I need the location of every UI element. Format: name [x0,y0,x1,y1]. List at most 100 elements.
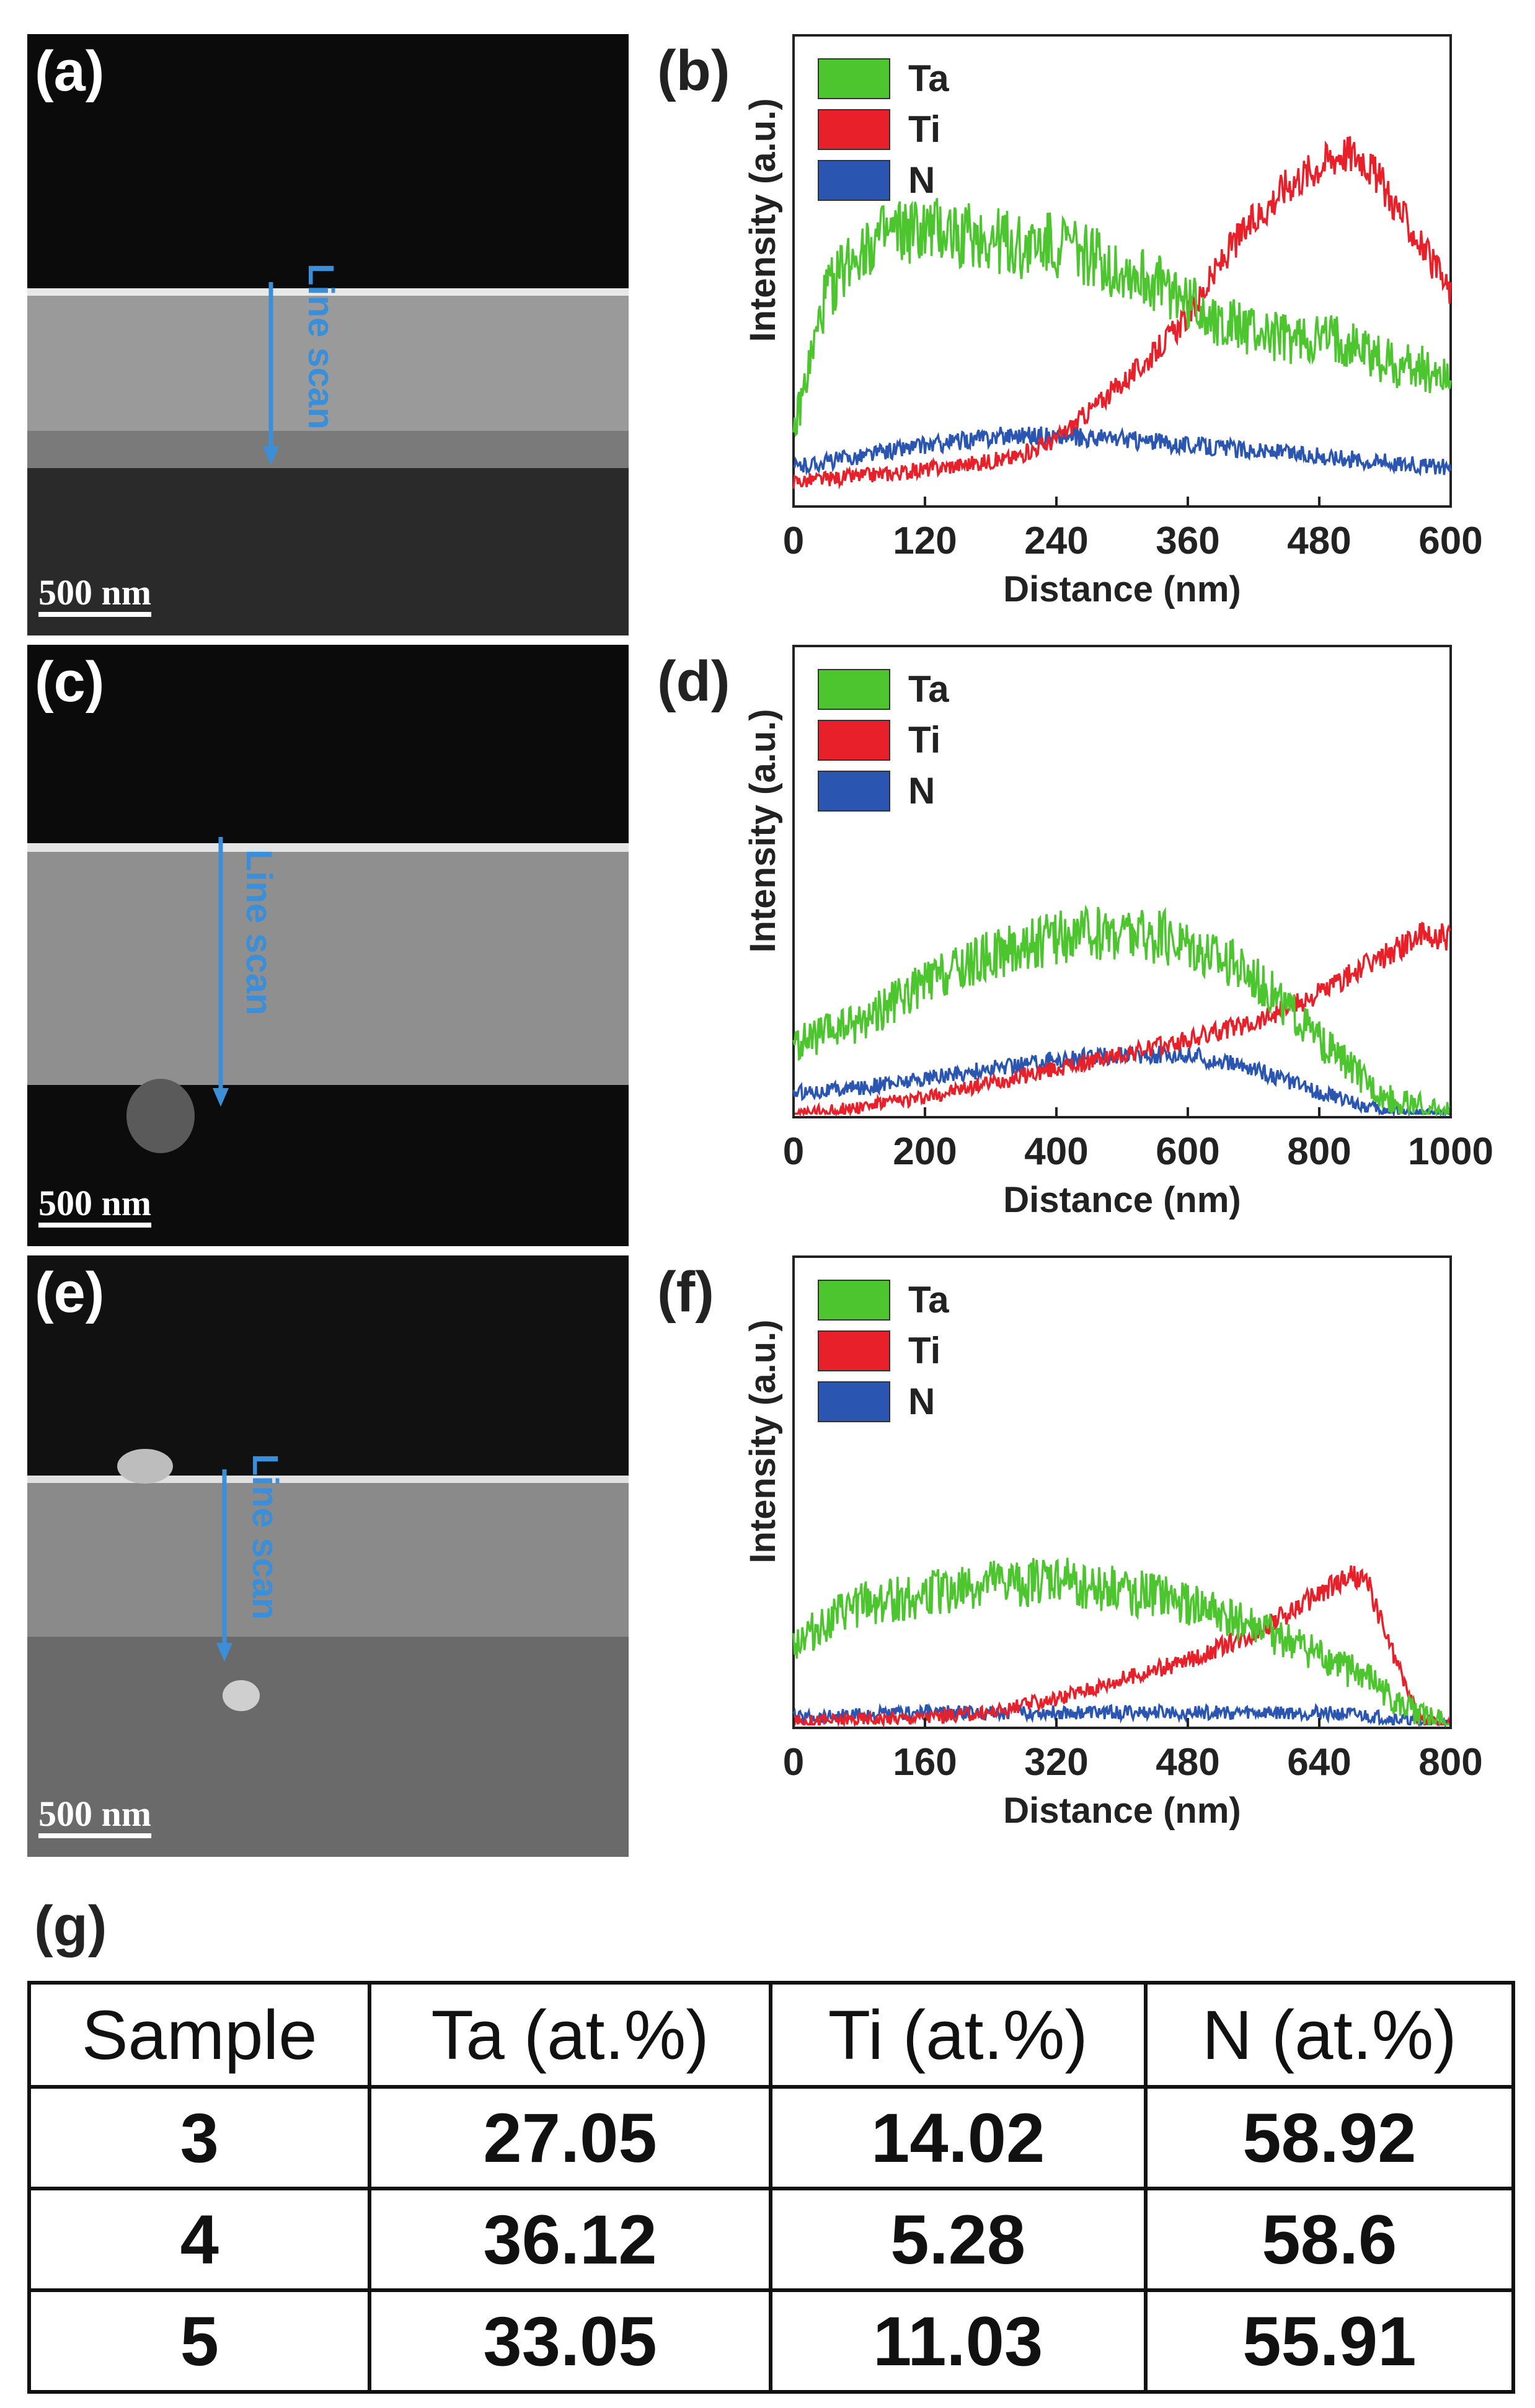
table-cell: 11.03 [768,2288,1148,2394]
panel-label-f: (f) [657,1260,714,1324]
x-tick-label: 160 [893,1741,957,1784]
table-cell: 36.12 [368,2187,772,2292]
chart-b-svg: (b) 0 120 240 360 480 600 Distance (nm) Intensit… [657,34,1483,609]
table-header-cell: N (at.%) [1143,1981,1516,2089]
legend-label-ti: Ti [908,108,940,150]
table-cell: 55.91 [1143,2288,1516,2394]
legend-label-ta: Ta [908,58,949,99]
table-header-cell: Sample [27,1981,372,2089]
panel-label-b: (b) [657,39,730,102]
table-cell: 5 [27,2288,372,2394]
plot-frame [792,1255,1452,1729]
table-row: 4 36.12 5.28 58.6 [27,2187,1516,2292]
table-cell: 4 [27,2187,372,2292]
table-header-cell: Ta (at.%) [368,1981,772,2089]
legend-swatch-ta [818,1280,890,1321]
series-line-n [793,426,1452,477]
legend-swatch-ta [818,58,890,99]
sem-film-e [27,1255,629,1857]
x-tick-label: 1000 [1408,1130,1493,1173]
x-tick-label: 480 [1287,520,1351,562]
panel-label-d: (d) [657,650,730,713]
legend-swatch-n [818,771,890,812]
sem-image-c: (c) Line scan 500 nm [27,645,629,1246]
series-line-ti [794,1565,1451,1729]
composition-table-wrap: Sample Ta (at.%) Ti (at.%) N (at.%) 3 27… [27,1981,1516,2394]
x-axis-label: Distance (nm) [1003,569,1241,609]
x-tick-label: 240 [1024,520,1088,562]
series-line-ti [792,136,1452,490]
plot-frame [792,34,1452,508]
sem-image-e: (e) Line scan 500 nm [27,1255,629,1857]
x-tick-label: 120 [893,520,957,562]
x-tick-label: 800 [1287,1130,1351,1173]
legend-swatch-n [818,1381,890,1422]
series-line-ta [792,1557,1451,1726]
x-tick-label: 800 [1418,1741,1482,1784]
x-tick-label: 0 [783,1741,804,1784]
line-scan-label-c: Line scan [239,849,279,1016]
legend-swatch-ti [818,109,890,150]
line-scan-label-a: Line scan [301,263,341,430]
x-tick-label: 0 [783,1130,804,1173]
table-cell: 3 [27,2085,372,2190]
y-axis-label: Intensity (a.u.) [743,709,783,952]
table-cell: 27.05 [368,2085,772,2190]
scale-bar-a: 500 nm [38,572,152,613]
x-tick-label: 600 [1156,1130,1219,1173]
sem-film-a [27,288,629,635]
chart-f: (f) 0 160 320 480 640 800 Distance (nm) Intensit… [645,1255,1513,1851]
table-cell: 5.28 [768,2187,1148,2292]
line-scan-arrow-a [263,282,279,465]
legend-swatch-ti [818,720,890,761]
series-line-n [792,1045,1451,1118]
legend-label-n: N [908,159,935,201]
scale-bar-c: 500 nm [38,1183,152,1223]
panel-label-a: (a) [35,40,105,103]
scale-bar-e: 500 nm [38,1794,152,1834]
x-tick-label: 480 [1156,1741,1219,1784]
table-cell: 58.6 [1143,2187,1516,2292]
table-header-cell: Ti (at.%) [768,1981,1148,2089]
table-cell: 33.05 [368,2288,772,2394]
x-axis-label: Distance (nm) [1003,1180,1241,1220]
series-line-n [792,1702,1452,1729]
legend-swatch-ti [818,1330,890,1371]
table-cell: 58.92 [1143,2085,1516,2190]
x-tick-label: 200 [893,1130,957,1173]
legend-label-n: N [908,770,935,812]
composition-table: Sample Ta (at.%) Ti (at.%) N (at.%) 3 27… [27,1981,1516,2394]
x-tick-label: 360 [1156,520,1219,562]
x-tick-label: 600 [1418,520,1482,562]
chart-f-svg: (f) 0 160 320 480 640 800 Distance (nm) Intensit… [657,1255,1483,1831]
table-cell: 14.02 [768,2085,1148,2190]
x-tick-label: 0 [783,520,804,562]
panel-label-c: (c) [35,650,105,714]
plot-frame [792,645,1452,1118]
line-scan-arrow-c [213,837,229,1107]
x-axis-label: Distance (nm) [1003,1791,1241,1831]
chart-d: (d) 0 200 400 600 800 1000 Distance (nm) Intensi… [645,645,1513,1240]
table-row: 3 27.05 14.02 58.92 [27,2085,1516,2190]
y-axis-label: Intensity (a.u.) [743,98,783,342]
line-scan-arrow-e [216,1469,232,1662]
sem-film-c [27,843,629,1246]
legend-label-ta: Ta [908,1279,949,1321]
x-tick-label: 320 [1024,1741,1088,1784]
panel-label-g: (g) [34,1895,107,1958]
series-line-ta [792,904,1452,1118]
series-line-ti [794,921,1452,1117]
legend-label-ti: Ti [908,1330,940,1371]
y-axis-label: Intensity (a.u.) [743,1319,783,1563]
x-tick-label: 640 [1287,1741,1351,1784]
line-scan-label-e: Line scan [245,1454,285,1620]
table-row: 5 33.05 11.03 55.91 [27,2288,1516,2394]
legend-swatch-n [818,160,890,201]
chart-d-svg: (d) 0 200 400 600 800 1000 Distance (nm) Intensi… [657,645,1493,1220]
x-tick-label: 400 [1024,1130,1088,1173]
legend-label-ta: Ta [908,668,949,710]
legend-swatch-ta [818,669,890,710]
table-header-row: Sample Ta (at.%) Ti (at.%) N (at.%) [27,1981,1516,2089]
legend-label-n: N [908,1381,935,1422]
sem-image-a: (a) Line scan 500 nm [27,34,629,635]
